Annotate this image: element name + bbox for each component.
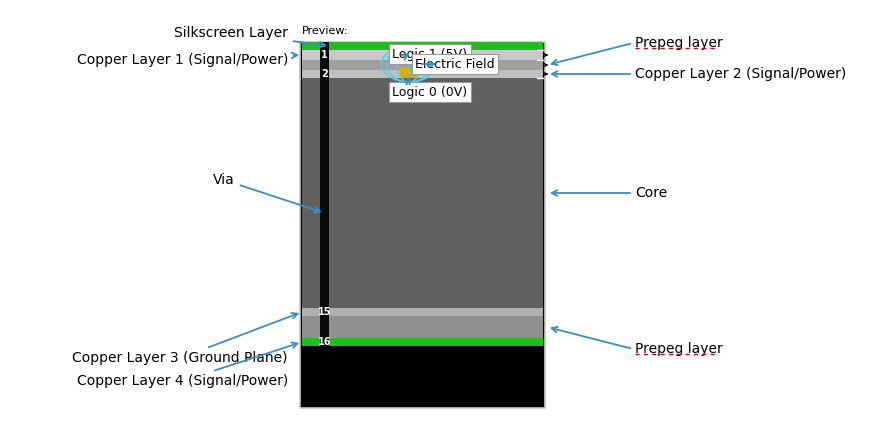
Text: Copper Layer 4 (Signal/Power): Copper Layer 4 (Signal/Power) [76, 342, 297, 388]
Bar [302, 78, 543, 308]
Text: Copper Layer 2 (Signal/Power): Copper Layer 2 (Signal/Power) [634, 67, 846, 81]
Text: Electric Field: Electric Field [414, 57, 494, 71]
Bar [302, 308, 543, 316]
Bar [302, 338, 543, 346]
Bar [302, 50, 543, 60]
Text: Core: Core [634, 186, 666, 200]
Bar [302, 70, 543, 78]
Text: 2: 2 [320, 69, 327, 79]
Bar [302, 42, 543, 50]
Text: Logic 1 (5V): Logic 1 (5V) [392, 48, 467, 60]
Text: 16: 16 [317, 337, 331, 347]
Text: Silkscreen Layer: Silkscreen Layer [174, 26, 325, 48]
Bar [299, 42, 544, 408]
Text: 1: 1 [320, 50, 327, 60]
Text: Logic 0 (0V): Logic 0 (0V) [392, 86, 467, 98]
Bar [302, 60, 543, 70]
Text: Via: Via [213, 173, 320, 212]
Text: Prepeg layer: Prepeg layer [634, 36, 722, 50]
Bar [399, 68, 418, 78]
Text: Copper Layer 3 (Ground Plane): Copper Layer 3 (Ground Plane) [72, 313, 297, 365]
Text: Copper Layer 1 (Signal/Power): Copper Layer 1 (Signal/Power) [76, 53, 297, 67]
Text: Prepeg layer: Prepeg layer [634, 342, 722, 356]
Text: Preview:: Preview: [302, 26, 348, 36]
Bar [320, 42, 328, 346]
Bar [399, 50, 418, 60]
Text: 15: 15 [317, 307, 331, 317]
Bar [302, 316, 543, 338]
